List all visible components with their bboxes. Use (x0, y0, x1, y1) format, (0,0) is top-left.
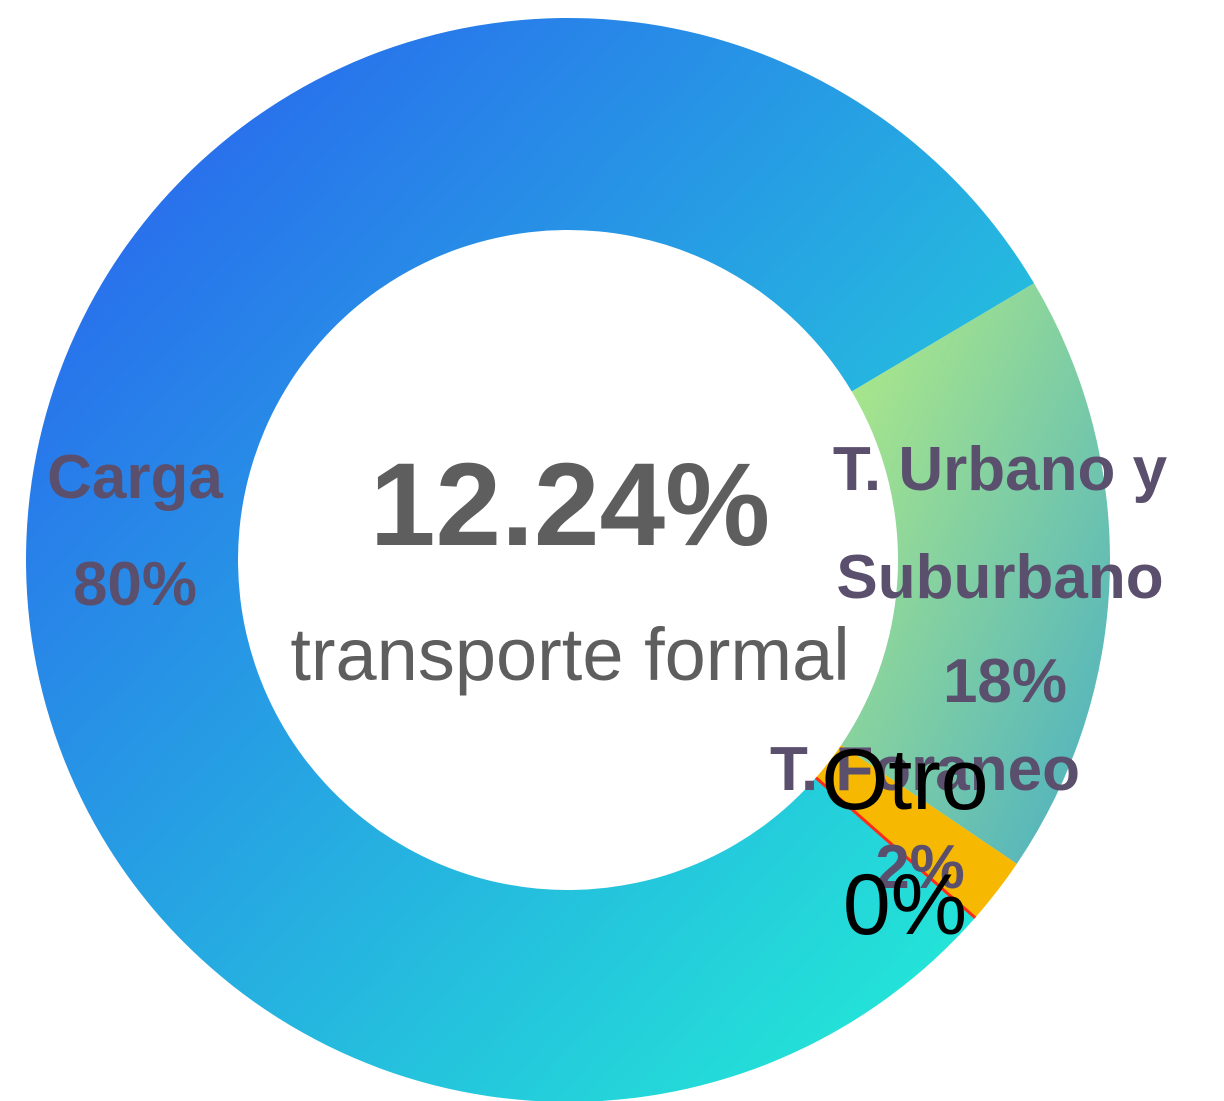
segment-value: 2% (875, 833, 965, 902)
segment-value: 0% (842, 857, 968, 953)
segment-label: T. Urbano y Suburbano (832, 435, 1168, 612)
segment-value: 18% (942, 647, 1068, 716)
center-subtitle: transporte formal (290, 613, 850, 696)
segment (26, 18, 1035, 1101)
segment (814, 776, 977, 919)
segment (841, 283, 1110, 864)
segment-label: Carga (47, 443, 223, 512)
center-value: 12.24% (369, 439, 771, 571)
segment-label: T. Foraneo (769, 735, 1081, 804)
segment-value: 80% (72, 550, 198, 619)
segment-label: Otro (821, 732, 989, 828)
segment (815, 745, 1017, 918)
